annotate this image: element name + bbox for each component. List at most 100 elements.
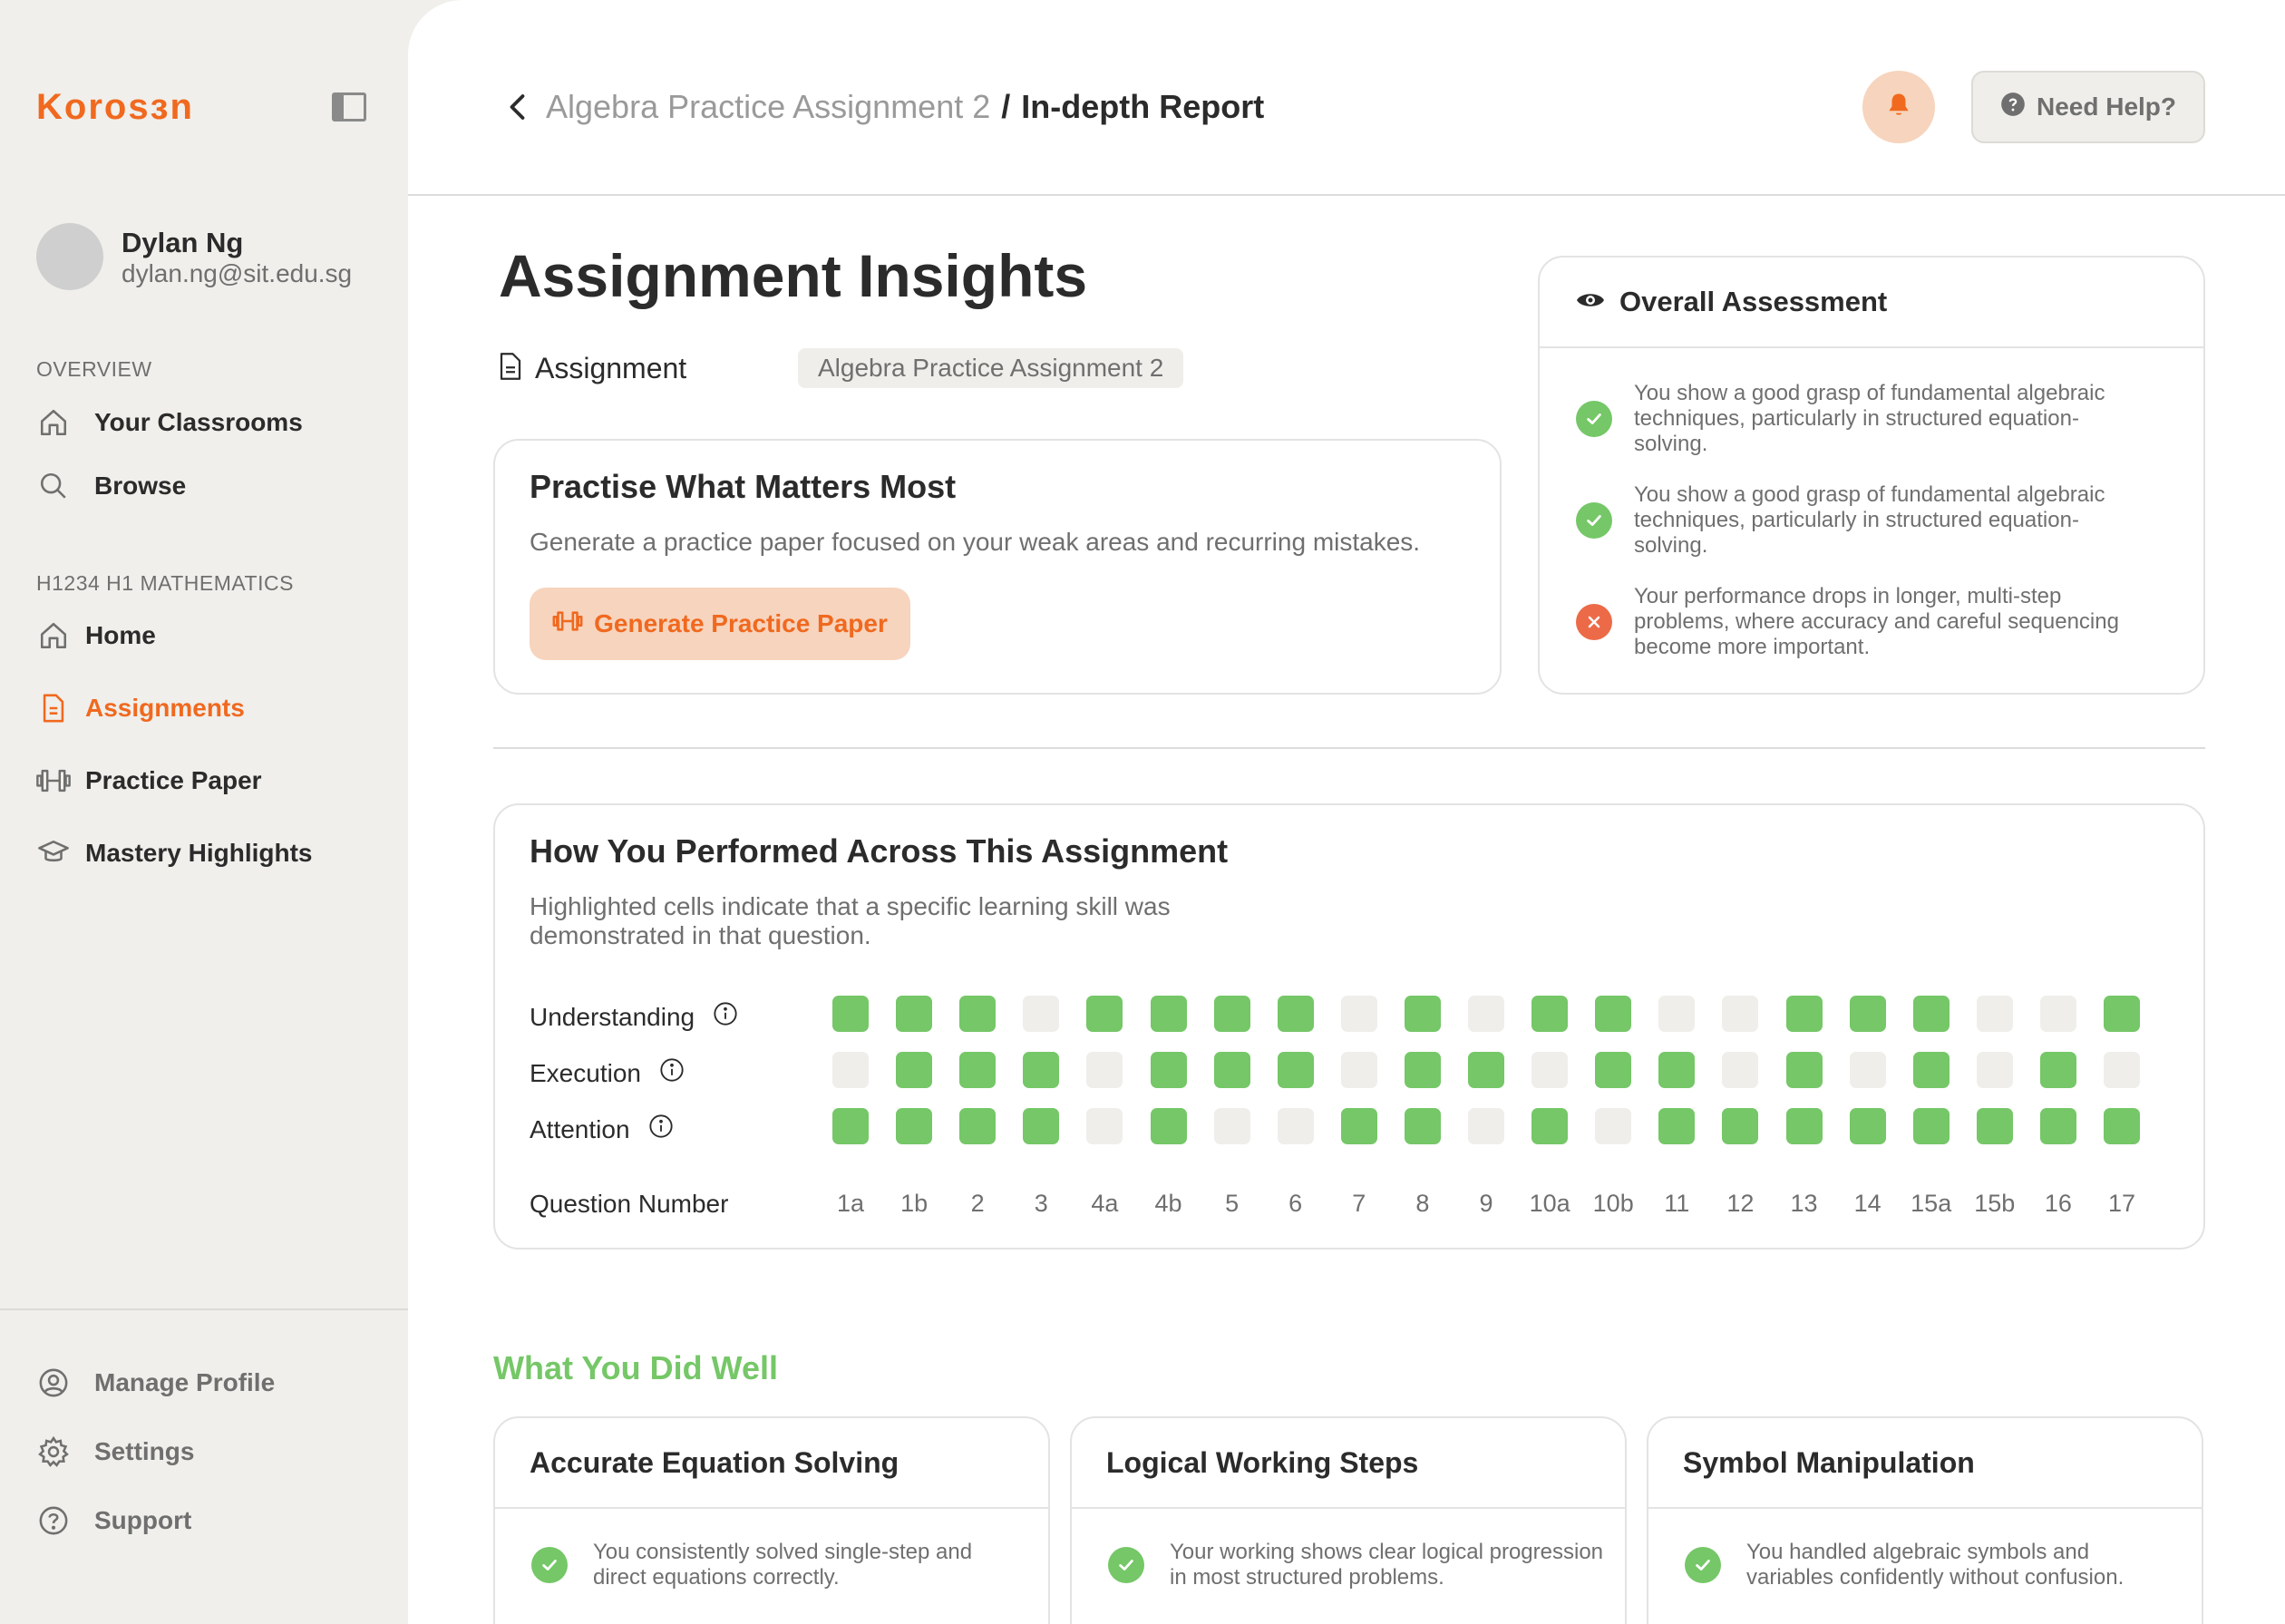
skill-cell-understanding-1a [832,996,869,1032]
skill-cell-execution-4a [1086,1052,1123,1088]
did-well-text: You consistently solved single-step and … [593,1540,973,1590]
class-section-label: H1234 H1 MATHEMATICS [36,571,294,595]
skill-cell-execution-11 [1658,1052,1696,1088]
eye-icon [1576,286,1605,318]
user-name: Dylan Ng [122,227,244,258]
sidebar-item-home[interactable]: Home [36,616,156,656]
sidebar-toggle-icon[interactable] [332,92,366,122]
question-number: 5 [1225,1190,1240,1217]
skill-label-understanding: Understanding [530,1001,738,1033]
assignment-chip: Algebra Practice Assignment 2 [798,348,1184,388]
info-icon[interactable] [713,1001,738,1033]
overview-section-label: OVERVIEW [36,357,152,381]
breadcrumb-separator: / [1001,88,1011,125]
question-number-label: Question Number [530,1190,729,1218]
question-number: 2 [970,1190,985,1217]
sidebar-item-assignments[interactable]: Assignments [36,688,245,728]
skill-cell-execution-2 [959,1052,997,1088]
skill-cell-understanding-4b [1150,996,1187,1032]
sidebar-item-label: Mastery Highlights [85,839,313,867]
sidebar-item-label: Browse [94,472,187,500]
sidebar-item-settings[interactable]: Settings [36,1432,194,1472]
generate-practice-paper-button[interactable]: Generate Practice Paper [530,588,910,660]
assessment-item: You show a good grasp of fundamental alg… [1576,482,2174,559]
question-number: 3 [1034,1190,1048,1217]
skill-cell-understanding-1b [896,996,933,1032]
chevron-left-icon[interactable] [502,91,535,123]
skill-cell-understanding-4a [1086,996,1123,1032]
check-circle-icon [531,1547,568,1583]
question-number: 15b [1974,1190,2016,1217]
notifications-button[interactable] [1862,71,1935,143]
skill-label-attention: Attention [530,1113,674,1145]
check-circle-icon [1685,1547,1721,1583]
skill-cell-execution-8 [1404,1052,1441,1088]
question-number: 14 [1853,1190,1881,1217]
did-well-title: What You Did Well [493,1349,778,1386]
skill-cell-execution-15a [1912,1052,1950,1088]
did-well-card: Accurate Equation Solving You consistent… [493,1416,1050,1624]
sidebar-item-mastery-highlights[interactable]: Mastery Highlights [36,833,312,873]
info-icon[interactable] [648,1113,674,1145]
skill-name: Attention [530,1114,630,1143]
question-number: 8 [1415,1190,1430,1217]
skill-cell-attention-10b [1595,1108,1632,1144]
question-number: 10b [1592,1190,1634,1217]
breadcrumb-current: In-depth Report [1021,88,1265,125]
skill-cell-understanding-10b [1595,996,1632,1032]
skill-cell-execution-6 [1277,1052,1314,1088]
section-divider [493,747,2205,749]
dumbbell-icon [36,763,71,798]
sidebar-item-your-classrooms[interactable]: Your Classrooms [36,403,303,442]
skill-cell-execution-10b [1595,1052,1632,1088]
skill-cell-execution-7 [1340,1052,1377,1088]
skill-cell-attention-16 [2039,1108,2076,1144]
sidebar-item-support[interactable]: Support [36,1501,191,1541]
skill-cell-execution-4b [1150,1052,1187,1088]
question-number: 6 [1288,1190,1303,1217]
skill-cell-attention-7 [1340,1108,1377,1144]
sidebar-item-label: Home [85,621,156,649]
skill-cell-attention-8 [1404,1108,1441,1144]
home-icon [36,618,71,653]
document-icon [36,691,71,725]
assessment-text: You show a good grasp of fundamental alg… [1634,482,2105,558]
question-number: 1a [836,1190,865,1217]
gear-icon [36,1434,71,1469]
skill-cell-understanding-16 [2039,996,2076,1032]
generate-button-label: Generate Practice Paper [594,609,888,637]
skill-cell-execution-14 [1849,1052,1886,1088]
x-circle-icon [1576,604,1612,640]
sidebar-item-browse[interactable]: Browse [36,466,186,506]
skill-cell-attention-11 [1658,1108,1696,1144]
assessment-text: Your performance drops in longer, multi-… [1634,584,2119,659]
info-icon[interactable] [659,1057,685,1089]
skill-cell-attention-3 [1023,1108,1060,1144]
sidebar-item-practice-paper[interactable]: Practice Paper [36,761,262,801]
skill-cell-attention-4a [1086,1108,1123,1144]
did-well-item: Your working shows clear logical progres… [1108,1540,1616,1590]
need-help-button[interactable]: Need Help? [1971,71,2205,143]
skill-cell-execution-3 [1023,1052,1060,1088]
sidebar-item-label: Manage Profile [94,1368,276,1396]
sidebar-item-manage-profile[interactable]: Manage Profile [36,1363,275,1403]
overall-assessment-title: Overall Assessment [1619,286,1888,317]
question-number: 1b [900,1190,929,1217]
skill-cell-execution-9 [1468,1052,1504,1088]
app-logo[interactable]: Korosɜn [36,87,194,127]
skill-cell-execution-12 [1722,1052,1759,1088]
skill-cell-execution-5 [1213,1052,1250,1088]
skill-cell-attention-10a [1531,1108,1569,1144]
did-well-item: You handled algebraic symbols and variab… [1685,1540,2193,1590]
question-number: 4a [1091,1190,1119,1217]
document-icon [499,352,522,384]
skill-cell-attention-17 [2104,1108,2140,1144]
graduation-cap-icon [36,836,71,870]
breadcrumb-parent-link[interactable]: Algebra Practice Assignment 2 [546,88,991,125]
skill-cell-understanding-11 [1658,996,1696,1032]
dumbbell-icon [552,608,583,640]
question-icon [36,1503,71,1538]
top-bar: Algebra Practice Assignment 2 / In-depth… [408,0,2285,196]
skill-cell-attention-9 [1468,1108,1504,1144]
did-well-text: Your working shows clear logical progres… [1170,1540,1604,1590]
